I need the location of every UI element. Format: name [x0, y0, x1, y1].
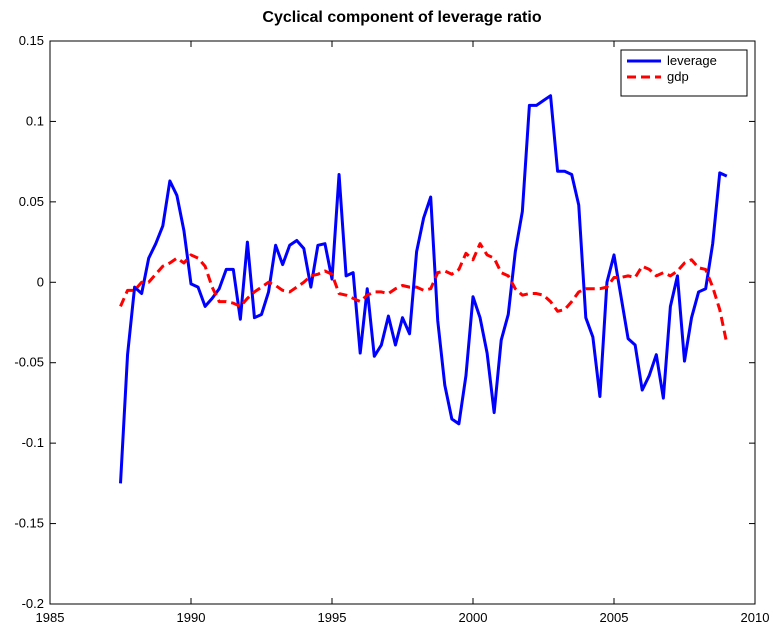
series-line [119, 94, 728, 484]
x-tick-label: 1995 [318, 610, 347, 625]
y-tick-label: 0 [37, 274, 44, 289]
plot-frame [49, 40, 756, 605]
x-tick-label: 2000 [459, 610, 488, 625]
y-tick-label: -0.1 [22, 435, 44, 450]
y-tick-label: 0.05 [19, 194, 44, 209]
y-tick-label: 0.1 [26, 113, 44, 128]
legend-label: gdp [667, 69, 689, 84]
x-tick-label: 1990 [177, 610, 206, 625]
x-tick-label: 2010 [741, 610, 770, 625]
y-tick-label: -0.05 [14, 355, 44, 370]
y-tick-label: -0.15 [14, 516, 44, 531]
x-tick-label: 2005 [600, 610, 629, 625]
y-tick-label: -0.2 [22, 596, 44, 611]
chart-title: Cyclical component of leverage ratio [262, 9, 541, 26]
y-tick-label: 0.15 [19, 33, 44, 48]
x-tick-label: 1985 [36, 610, 65, 625]
legend-box [620, 49, 748, 97]
series-line [119, 242, 729, 344]
legend-label: leverage [667, 53, 717, 68]
